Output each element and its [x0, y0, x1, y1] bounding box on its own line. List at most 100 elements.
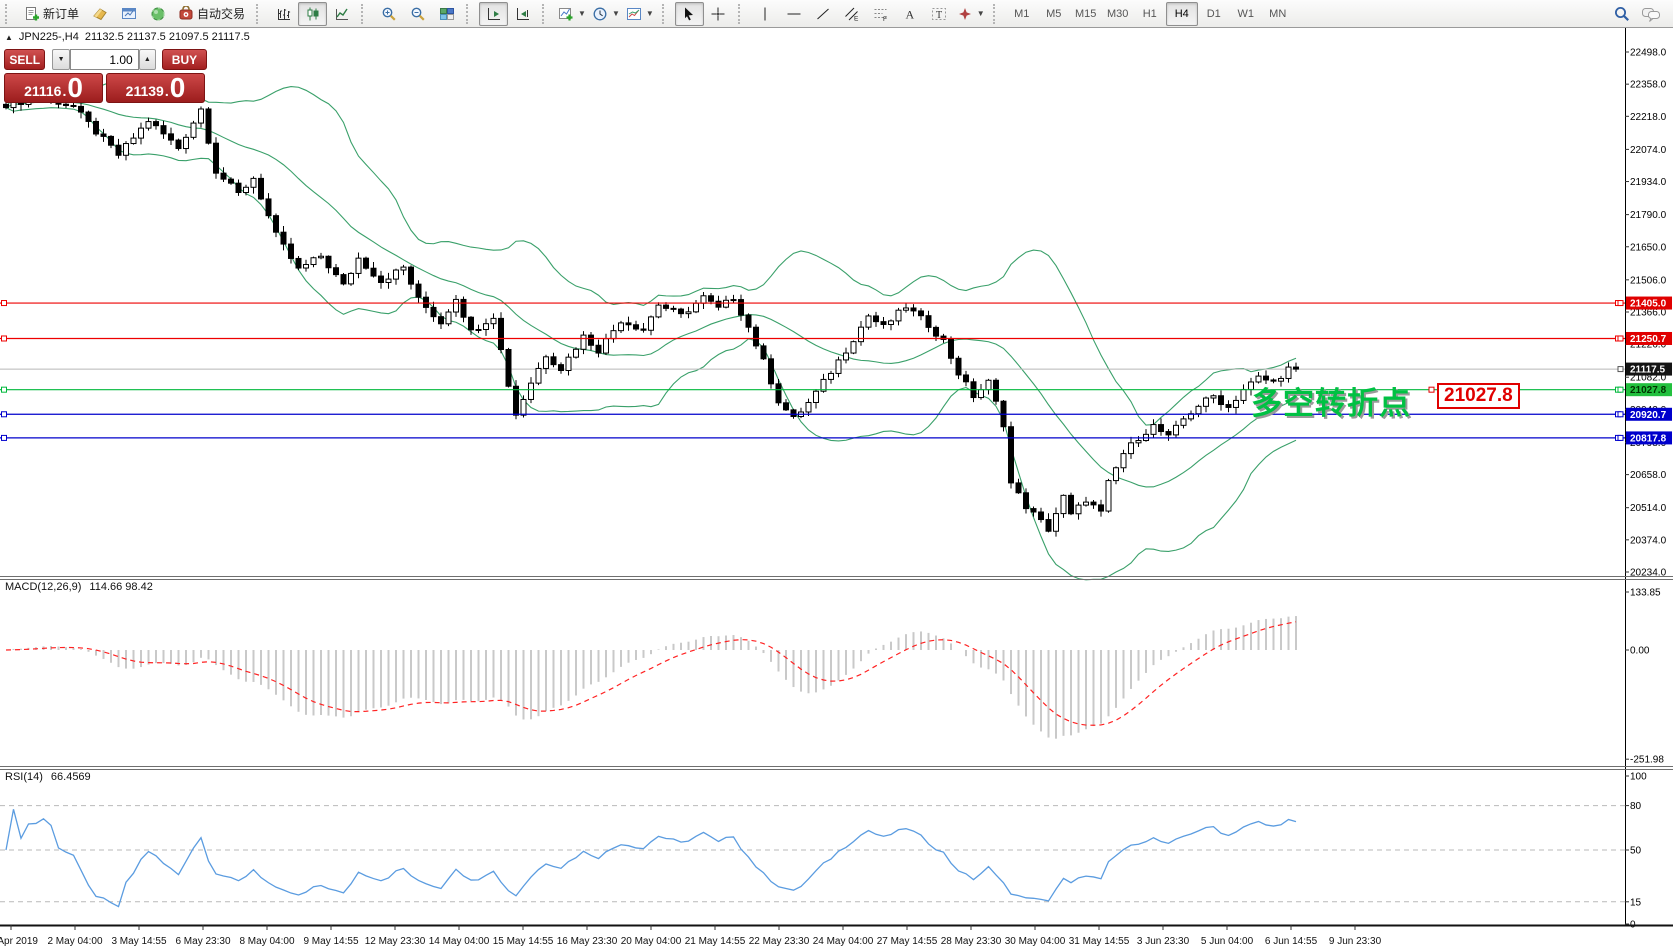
chart-shift-icon	[515, 6, 531, 22]
price-tag-label: 21250.7	[1630, 334, 1667, 345]
time-axis-label: 30 May 04:00	[1005, 936, 1066, 947]
rsi-axis-label: 100	[1630, 772, 1647, 783]
main-toolbar: 新订单 自动交易	[0, 0, 1673, 28]
collapse-icon: ▲	[5, 32, 13, 42]
sell-button[interactable]: SELL	[4, 49, 46, 70]
autotrading-button[interactable]: 自动交易	[172, 2, 251, 26]
zoom-out-icon	[410, 6, 426, 22]
tile-windows-button[interactable]	[432, 2, 461, 26]
toolbar-grip	[256, 3, 265, 24]
tile-windows-icon	[439, 6, 455, 22]
channel-icon: E	[844, 6, 860, 22]
trendline-icon	[815, 6, 831, 22]
bar-chart-button[interactable]	[269, 2, 298, 26]
time-axis-label: 22 May 23:30	[749, 936, 810, 947]
sell-price-int: 21116	[24, 83, 62, 99]
mql-community-button[interactable]	[143, 2, 172, 26]
dropdown-caret-icon: ▼	[611, 9, 620, 18]
trendline-tool-button[interactable]	[809, 2, 838, 26]
symbol-period-label: JPN225-,H4	[18, 31, 79, 43]
svg-text:A: A	[906, 7, 915, 21]
clock-icon	[592, 6, 608, 22]
timeframe-button-m5[interactable]: M5	[1046, 7, 1062, 20]
candlestick-chart-icon	[305, 6, 321, 22]
time-axis-label: 16 May 23:30	[557, 936, 618, 947]
timeframe-button-w1[interactable]: W1	[1237, 7, 1254, 20]
rsi-axis-label: 50	[1630, 846, 1642, 857]
price-tag-label: 20817.8	[1630, 433, 1667, 444]
buy-price-int: 21139	[125, 83, 164, 99]
price-axis-label: 21226.0	[1630, 340, 1667, 351]
macd-values: 114.66 98.42	[89, 581, 153, 593]
volume-increase-button[interactable]: ▲	[138, 49, 156, 70]
timeframe-button-m1[interactable]: M1	[1014, 7, 1030, 20]
time-axis-label: 6 Jun 14:55	[1265, 936, 1318, 947]
horizontal-line-tool-button[interactable]	[780, 2, 809, 26]
dropdown-caret-icon: ▼	[578, 9, 586, 18]
channel-tool-button[interactable]: E	[838, 2, 867, 26]
price-tag-label: 21405.0	[1630, 299, 1667, 310]
dropdown-caret-icon: ▼	[645, 9, 654, 18]
text-label-tool-button[interactable]: T	[925, 2, 954, 26]
time-axis-label: 31 May 14:55	[1069, 936, 1130, 947]
volume-decrease-button[interactable]: ▼	[52, 49, 70, 70]
chat-button[interactable]	[1636, 2, 1665, 26]
time-axis-label: 9 Jun 23:30	[1329, 936, 1382, 947]
price-axis-label: 20514.0	[1630, 503, 1667, 514]
svg-text:E: E	[854, 15, 859, 22]
crosshair-button[interactable]	[704, 2, 733, 26]
auto-scroll-icon	[486, 6, 502, 22]
horizontal-line-icon	[786, 6, 802, 22]
templates-dropdown-button[interactable]: ▼	[623, 2, 657, 26]
zoom-out-button[interactable]	[403, 2, 432, 26]
text-tool-button[interactable]: A	[896, 2, 925, 26]
vertical-line-tool-button[interactable]	[751, 2, 780, 26]
candlestick-chart-button[interactable]	[298, 1, 328, 26]
timeframe-button-h4[interactable]: H4	[1165, 1, 1198, 26]
new-order-button[interactable]: 新订单	[18, 2, 85, 26]
periods-dropdown-button[interactable]: ▼	[589, 2, 623, 26]
sell-price-box[interactable]: 21116 . 0	[4, 73, 103, 103]
price-axis: 22498.0 22358.0 22218.0 22074.0 21934.0 21790…	[1617, 28, 1672, 925]
chart-window-button[interactable]	[114, 2, 143, 26]
delete-objects-button[interactable]	[85, 2, 114, 26]
arrows-dropdown-button[interactable]: ▼	[954, 2, 988, 26]
svg-text:T: T	[936, 10, 942, 21]
price-axis-label: 22218.0	[1630, 112, 1667, 123]
buy-price-pips: 0	[169, 72, 186, 103]
chart-shift-button[interactable]	[508, 2, 537, 26]
symbol-info-bar[interactable]: ▲ JPN225-,H4 21132.5 21137.5 21097.5 211…	[5, 31, 250, 43]
timeframe-button-m15[interactable]: M15	[1075, 7, 1097, 20]
indicators-dropdown-button[interactable]: ▼	[555, 2, 589, 26]
price-axis-label: 20658.0	[1630, 470, 1667, 481]
new-order-label: 新订单	[43, 7, 80, 21]
toolbar-grip	[737, 3, 747, 24]
timeframe-button-h1[interactable]: H1	[1142, 7, 1157, 20]
zoom-in-button[interactable]	[374, 2, 403, 26]
buy-price-box[interactable]: 21139 . 0	[106, 73, 205, 103]
time-axis-label: 5 Jun 04:00	[1201, 936, 1254, 947]
volume-input[interactable]	[69, 49, 139, 70]
time-axis-label: 27 May 14:55	[877, 936, 938, 947]
timeframe-button-m30[interactable]: M30	[1107, 7, 1129, 20]
rsi-axis-label: 15	[1630, 897, 1642, 908]
time-axis-label: 8 May 04:00	[239, 936, 294, 947]
buy-button[interactable]: BUY	[161, 49, 207, 70]
price-axis-label: 22498.0	[1630, 48, 1667, 59]
chart-annotation-text[interactable]: 多空转折点	[1251, 386, 1411, 421]
timeframe-button-d1[interactable]: D1	[1206, 7, 1221, 20]
price-axis-label: 22074.0	[1630, 145, 1667, 156]
time-axis-label: 6 May 23:30	[175, 936, 230, 947]
auto-scroll-button[interactable]	[479, 1, 509, 26]
fibonacci-tool-button[interactable]: F	[867, 2, 896, 26]
cursor-button[interactable]	[674, 1, 704, 26]
price-callout-label[interactable]: 21027.8	[1437, 383, 1520, 409]
vertical-line-icon	[757, 6, 773, 22]
rsi-indicator-label: RSI(14) 66.4569	[5, 771, 91, 783]
toolbar-grip	[5, 3, 14, 24]
price-axis-label: 22358.0	[1630, 80, 1667, 91]
search-button[interactable]	[1607, 2, 1636, 26]
line-chart-button[interactable]	[327, 2, 356, 26]
timeframe-button-mn[interactable]: MN	[1269, 7, 1287, 20]
